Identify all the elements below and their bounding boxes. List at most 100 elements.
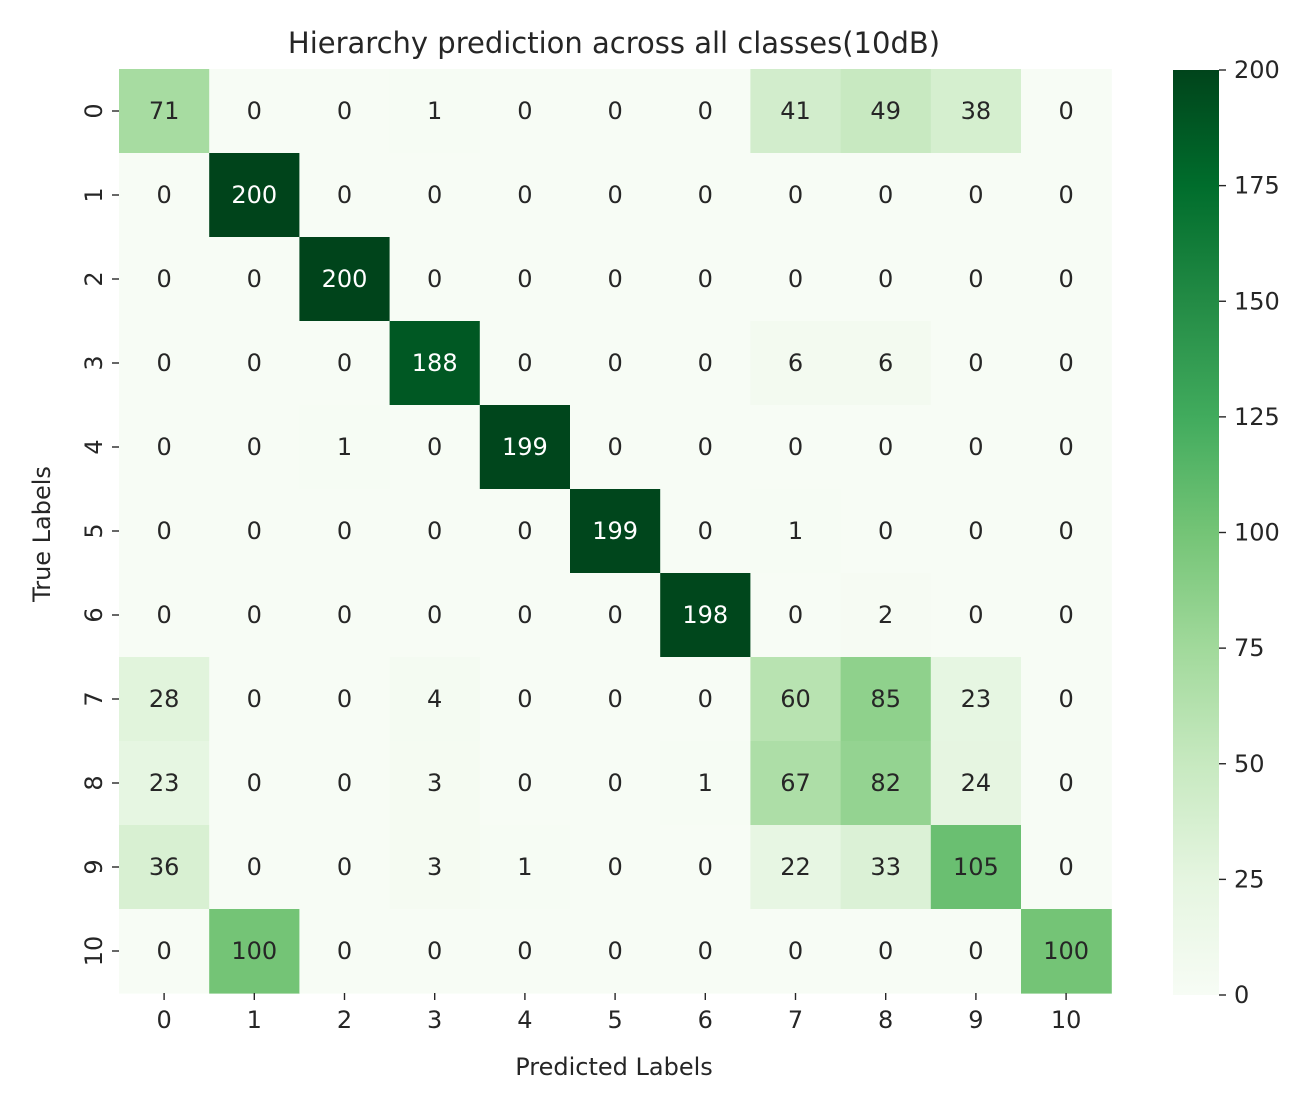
heatmap-cell bbox=[119, 657, 210, 742]
heatmap-cell bbox=[1021, 489, 1112, 574]
cell-value-label: 0 bbox=[427, 937, 442, 965]
cell-value-label: 200 bbox=[231, 181, 277, 209]
cell-value-label: 3 bbox=[427, 853, 442, 881]
chart-title: Hierarchy prediction across all classes(… bbox=[288, 26, 940, 60]
cell-value-label: 0 bbox=[878, 265, 893, 293]
cell-value-label: 0 bbox=[156, 601, 171, 629]
heatmap-cell bbox=[299, 657, 391, 742]
cell-value-label: 24 bbox=[961, 769, 992, 797]
cell-value-label: 0 bbox=[517, 685, 532, 713]
cell-value-label: 6 bbox=[878, 349, 893, 377]
cell-value-label: 100 bbox=[231, 937, 277, 965]
cell-value-label: 0 bbox=[247, 601, 262, 629]
heatmap-cell bbox=[840, 489, 932, 574]
heatmap-cell bbox=[660, 909, 751, 994]
y-tick-label: 3 bbox=[80, 355, 108, 370]
heatmap-cell bbox=[1021, 657, 1112, 742]
heatmap-cell bbox=[750, 153, 842, 238]
x-axis-ticks: 0 1 2 3 4 5 6 7 8 9 10 bbox=[156, 993, 1081, 1034]
y-tick-label: 8 bbox=[80, 775, 108, 790]
heatmap-cell bbox=[570, 153, 661, 238]
heatmap-cell bbox=[660, 405, 751, 490]
heatmap-cell bbox=[570, 741, 661, 826]
cell-value-label: 0 bbox=[247, 853, 262, 881]
heatmap-cell bbox=[119, 489, 210, 574]
heatmap-cell bbox=[299, 741, 391, 826]
cell-value-label: 0 bbox=[337, 349, 352, 377]
cell-value-label: 60 bbox=[780, 685, 811, 713]
cell-value-label: 0 bbox=[607, 265, 622, 293]
heatmap-cell bbox=[389, 237, 481, 322]
cell-value-label: 0 bbox=[607, 685, 622, 713]
heatmap-cell bbox=[299, 573, 391, 658]
heatmap-cell bbox=[299, 153, 391, 238]
heatmap-cell bbox=[479, 741, 571, 826]
heatmap-cell bbox=[660, 573, 751, 658]
heatmap-cell bbox=[389, 405, 481, 490]
heatmap-cell bbox=[299, 489, 391, 574]
heatmap-cell bbox=[209, 237, 300, 322]
heatmap-cell bbox=[1021, 741, 1112, 826]
cell-value-label: 82 bbox=[870, 769, 901, 797]
heatmap-cell bbox=[570, 237, 661, 322]
heatmap-cell bbox=[660, 489, 751, 574]
cell-value-label: 0 bbox=[337, 685, 352, 713]
heatmap-cell bbox=[389, 321, 481, 406]
cell-value-label: 0 bbox=[698, 349, 713, 377]
heatmap-cell bbox=[660, 741, 751, 826]
colorbar-tick-label: 50 bbox=[1234, 750, 1265, 778]
heatmap-cell bbox=[1021, 909, 1112, 994]
cell-value-label: 0 bbox=[247, 685, 262, 713]
x-tick-label: 2 bbox=[337, 1006, 352, 1034]
heatmap-cell bbox=[1021, 237, 1112, 322]
heatmap-cell bbox=[209, 825, 300, 910]
heatmap-cell bbox=[119, 237, 210, 322]
cell-value-label: 0 bbox=[698, 181, 713, 209]
cell-value-label: 0 bbox=[1058, 97, 1073, 125]
heatmap-cell bbox=[1021, 825, 1112, 910]
cell-value-label: 0 bbox=[698, 97, 713, 125]
cell-value-label: 0 bbox=[968, 181, 983, 209]
cell-value-label: 0 bbox=[698, 517, 713, 545]
heatmap-cell bbox=[750, 573, 842, 658]
heatmap-cell bbox=[389, 825, 481, 910]
cell-value-label: 200 bbox=[322, 265, 368, 293]
cell-value-label: 0 bbox=[247, 517, 262, 545]
heatmap-cell bbox=[840, 573, 932, 658]
cell-value-label: 0 bbox=[607, 601, 622, 629]
cell-value-label: 0 bbox=[1058, 349, 1073, 377]
y-tick-label: 5 bbox=[80, 523, 108, 538]
cell-value-label: 0 bbox=[337, 97, 352, 125]
cell-value-label: 0 bbox=[968, 265, 983, 293]
heatmap-cell bbox=[209, 573, 300, 658]
cell-value-label: 0 bbox=[878, 181, 893, 209]
cell-value-label: 0 bbox=[427, 433, 442, 461]
heatmap-cell bbox=[930, 489, 1022, 574]
x-tick-label: 7 bbox=[788, 1006, 803, 1034]
heatmap-cell bbox=[840, 825, 932, 910]
cell-value-label: 0 bbox=[788, 937, 803, 965]
x-tick-label: 6 bbox=[698, 1006, 713, 1034]
y-tick-label: 6 bbox=[80, 607, 108, 622]
cell-value-label: 0 bbox=[968, 601, 983, 629]
heatmap-cell bbox=[479, 405, 571, 490]
heatmap-cell bbox=[930, 405, 1022, 490]
cell-value-label: 0 bbox=[156, 517, 171, 545]
cell-value-label: 0 bbox=[517, 97, 532, 125]
heatmap-cell bbox=[119, 741, 210, 826]
heatmap-cell bbox=[209, 741, 300, 826]
cell-value-label: 0 bbox=[427, 601, 442, 629]
cell-value-label: 0 bbox=[698, 937, 713, 965]
colorbar-tick-label: 25 bbox=[1234, 865, 1265, 893]
cell-value-label: 0 bbox=[788, 433, 803, 461]
heatmap-cell bbox=[930, 825, 1022, 910]
cell-value-label: 0 bbox=[1058, 433, 1073, 461]
x-tick-label: 4 bbox=[517, 1006, 532, 1034]
cell-value-label: 0 bbox=[968, 937, 983, 965]
heatmap-cell bbox=[930, 237, 1022, 322]
cell-value-label: 1 bbox=[517, 853, 532, 881]
cell-value-label: 23 bbox=[149, 769, 180, 797]
x-tick-label: 1 bbox=[247, 1006, 262, 1034]
cell-value-label: 67 bbox=[780, 769, 811, 797]
heatmap-cell bbox=[119, 573, 210, 658]
